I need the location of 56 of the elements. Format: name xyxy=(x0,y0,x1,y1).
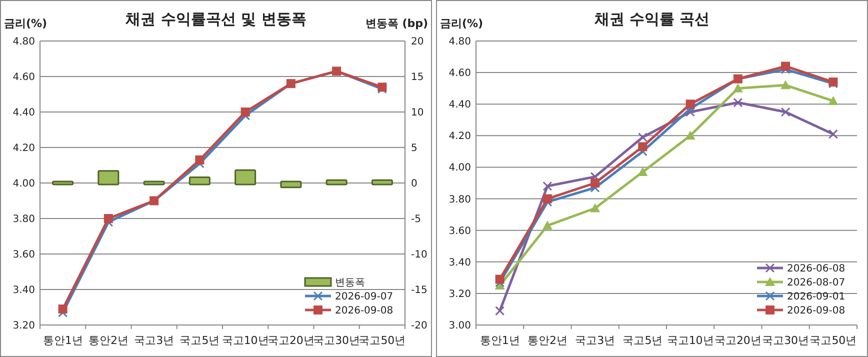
y-tick-label: 3.20 xyxy=(12,320,35,332)
y-tick-label: 4.80 xyxy=(12,36,35,48)
x-tick-label: 국고5년 xyxy=(622,334,663,347)
legend-label: 변동폭 xyxy=(335,278,365,288)
y2-axis-title: 변동폭 (bp) xyxy=(365,17,428,30)
y-axis-title: 금리(%) xyxy=(4,17,48,30)
y-tick-label: 4.60 xyxy=(12,72,35,83)
y-tick-label: 4.40 xyxy=(448,100,471,111)
x-tick-label: 국고20년 xyxy=(267,334,314,347)
y2-tick-label: 10 xyxy=(411,108,424,118)
x-tick-label: 국고10년 xyxy=(666,334,714,347)
y-tick-label: 4.80 xyxy=(448,36,471,48)
x-tick-label: 국고5년 xyxy=(180,334,220,347)
y-tick-label: 3.20 xyxy=(448,288,471,300)
x-tick-label: 국고50년 xyxy=(810,334,857,347)
legend-label: 2026-09-08 xyxy=(335,306,394,316)
x-tick-label: 국고3년 xyxy=(575,334,616,347)
y-tick-label: 3.60 xyxy=(12,250,35,260)
legend-label: 2026-08-07 xyxy=(787,278,846,288)
x-tick-label: 통안1년 xyxy=(480,334,520,347)
x-tick-label: 통안2년 xyxy=(527,334,568,347)
y2-tick-label: -20 xyxy=(411,320,428,332)
legend-label: 2026-06-08 xyxy=(787,264,846,274)
y-tick-label: 4.20 xyxy=(448,131,471,142)
x-tick-label: 국고20년 xyxy=(714,334,762,347)
x-tick-label: 국고30년 xyxy=(762,334,810,347)
y-tick-label: 4.00 xyxy=(448,162,471,174)
chart-title: 채권 수익률 곡선 xyxy=(593,10,710,28)
y2-tick-label: 15 xyxy=(411,72,424,83)
x-tick-label: 국고30년 xyxy=(313,334,360,347)
x-tick-label: 국고3년 xyxy=(134,334,174,347)
y2-tick-label: 0 xyxy=(411,178,418,190)
y2-tick-label: -5 xyxy=(411,214,421,225)
y-tick-label: 3.60 xyxy=(448,226,471,237)
y-tick-label: 3.00 xyxy=(448,320,471,332)
x-tick-label: 통안1년 xyxy=(42,334,83,347)
y2-tick-label: -15 xyxy=(411,285,428,296)
y-tick-label: 3.40 xyxy=(448,257,471,268)
x-tick-label: 통안2년 xyxy=(88,334,128,347)
y2-tick-label: -10 xyxy=(411,250,428,260)
y-tick-label: 4.40 xyxy=(12,108,35,118)
x-tick-label: 국고10년 xyxy=(222,334,269,347)
y-tick-label: 3.80 xyxy=(12,214,35,225)
legend-label: 2026-09-08 xyxy=(787,306,846,316)
y-axis-title: 금리(%) xyxy=(440,17,484,30)
legend-label: 2026-09-07 xyxy=(335,292,394,302)
y-tick-label: 3.80 xyxy=(448,194,471,206)
y2-tick-label: 5 xyxy=(411,143,418,154)
y-tick-label: 4.60 xyxy=(448,68,471,80)
x-tick-label: 국고50년 xyxy=(358,334,406,347)
y2-tick-label: 20 xyxy=(411,36,424,48)
y-tick-label: 3.40 xyxy=(12,285,35,296)
legend-label: 2026-09-01 xyxy=(787,292,846,302)
y-tick-label: 4.20 xyxy=(12,143,35,154)
chart-title: 채권 수익률곡선 및 변동폭 xyxy=(124,10,306,28)
y-tick-label: 4.00 xyxy=(12,178,35,190)
